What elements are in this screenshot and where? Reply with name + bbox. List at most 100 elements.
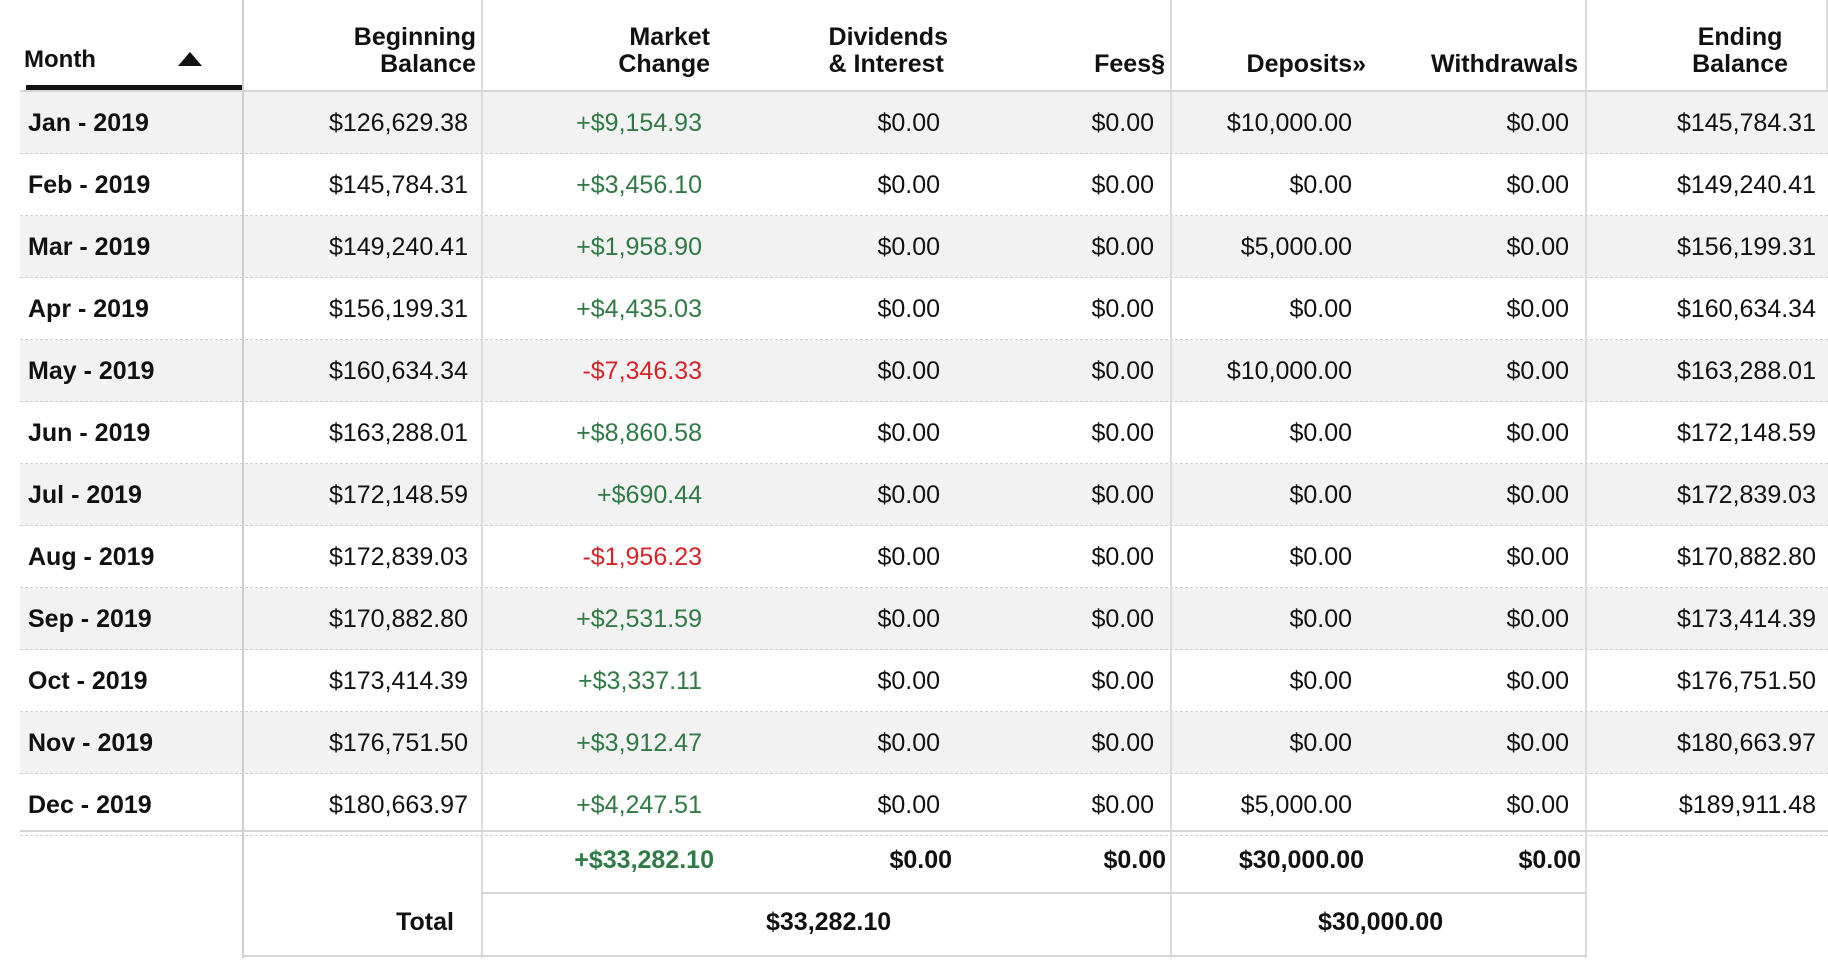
cell-dividends-interest: $0.00 xyxy=(877,357,940,385)
cell-withdrawals: $0.00 xyxy=(1506,109,1569,137)
column-header-market-change[interactable]: Market Change xyxy=(480,0,710,90)
header-label: Deposits» xyxy=(1246,50,1366,78)
cell-market-change: -$1,956.23 xyxy=(582,543,702,571)
sort-ascending-icon[interactable] xyxy=(177,52,202,66)
cell-ending-balance: $173,414.39 xyxy=(1676,605,1816,633)
cell-fees: $0.00 xyxy=(1091,171,1154,199)
cell-ending-balance: $189,911.48 xyxy=(1678,791,1816,819)
cell-fees: $0.00 xyxy=(1091,481,1154,509)
subtotal-deposits: $30,000.00 xyxy=(1238,846,1364,874)
cell-fees: $0.00 xyxy=(1091,543,1154,571)
cell-beginning-balance: $173,414.39 xyxy=(328,667,468,695)
total-investment-change: $33,282.10 xyxy=(766,908,892,936)
table-row: Nov - 2019 $176,751.50 +$3,912.47 $0.00 $0.0… xyxy=(20,712,1828,774)
column-divider xyxy=(481,0,483,958)
cell-deposits: $10,000.00 xyxy=(1226,357,1352,385)
cell-market-change: +$9,154.93 xyxy=(576,109,702,137)
cell-beginning-balance: $160,634.34 xyxy=(328,357,468,385)
column-header-deposits[interactable]: Deposits» xyxy=(1180,0,1366,90)
cell-market-change: +$8,860.58 xyxy=(576,419,702,447)
cell-ending-balance: $176,751.50 xyxy=(1676,667,1816,695)
header-line-2: & Interest xyxy=(828,50,944,78)
cell-withdrawals: $0.00 xyxy=(1506,481,1569,509)
cell-ending-balance: $172,839.03 xyxy=(1676,481,1816,509)
cell-dividends-interest: $0.00 xyxy=(877,791,940,819)
column-header-withdrawals[interactable]: Withdrawals xyxy=(1380,0,1578,90)
subtotal-fees: $0.00 xyxy=(1103,846,1166,874)
cell-dividends-interest: $0.00 xyxy=(877,543,940,571)
header-line-1: Dividends xyxy=(828,23,948,51)
cell-beginning-balance: $172,839.03 xyxy=(328,543,468,571)
cell-market-change: +$3,912.47 xyxy=(576,729,702,757)
cell-ending-balance: $172,148.59 xyxy=(1676,419,1816,447)
cell-market-change: +$3,337.11 xyxy=(578,667,702,695)
cell-fees: $0.00 xyxy=(1091,109,1154,137)
cell-ending-balance: $180,663.97 xyxy=(1676,729,1816,757)
cell-beginning-balance: $156,199.31 xyxy=(328,295,468,323)
cell-deposits: $10,000.00 xyxy=(1226,109,1352,137)
cell-month: Mar - 2019 xyxy=(28,233,151,261)
cell-withdrawals: $0.00 xyxy=(1506,295,1569,323)
table-row: Jun - 2019 $163,288.01 +$8,860.58 $0.00 $0.0… xyxy=(20,402,1828,464)
cell-market-change: -$7,346.33 xyxy=(582,357,702,385)
cell-ending-balance: $156,199.31 xyxy=(1676,233,1816,261)
cell-month: Jan - 2019 xyxy=(28,109,149,137)
cell-month: Sep - 2019 xyxy=(28,605,152,633)
cell-market-change: +$1,958.90 xyxy=(576,233,702,261)
column-header-fees[interactable]: Fees§ xyxy=(950,0,1165,90)
cell-dividends-interest: $0.00 xyxy=(877,419,940,447)
header-line-1: Ending xyxy=(1697,23,1783,51)
cell-deposits: $0.00 xyxy=(1289,605,1352,633)
column-header-month-label: Month xyxy=(24,45,96,73)
cell-withdrawals: $0.00 xyxy=(1506,605,1569,633)
total-net-deposits: $30,000.00 xyxy=(1318,908,1444,936)
header-line-2: Balance xyxy=(1692,50,1788,78)
column-divider xyxy=(1826,0,1828,90)
column-header-dividends-interest[interactable]: Dividends & Interest xyxy=(720,0,948,90)
column-header-month[interactable]: Month xyxy=(24,30,234,88)
cell-fees: $0.00 xyxy=(1091,729,1154,757)
totals-divider xyxy=(481,892,1587,894)
cell-beginning-balance: $172,148.59 xyxy=(328,481,468,509)
column-divider xyxy=(1170,0,1172,958)
cell-ending-balance: $163,288.01 xyxy=(1676,357,1816,385)
cell-month: Feb - 2019 xyxy=(28,171,151,199)
cell-month: May - 2019 xyxy=(28,357,155,385)
table-row: Dec - 2019 $180,663.97 +$4,247.51 $0.00 $0.0… xyxy=(20,774,1828,836)
cell-market-change: +$2,531.59 xyxy=(576,605,702,633)
header-bottom-border xyxy=(20,90,1828,92)
cell-deposits: $5,000.00 xyxy=(1240,791,1352,819)
cell-dividends-interest: $0.00 xyxy=(877,233,940,261)
body-bottom-border xyxy=(20,830,1828,832)
cell-fees: $0.00 xyxy=(1091,605,1154,633)
table-row: Jul - 2019 $172,148.59 +$690.44 $0.00 $0.00 $… xyxy=(20,464,1828,526)
column-header-beginning-balance[interactable]: Beginning Balance xyxy=(250,0,476,90)
cell-market-change: +$3,456.10 xyxy=(576,171,702,199)
cell-beginning-balance: $170,882.80 xyxy=(328,605,468,633)
cell-month: Oct - 2019 xyxy=(28,667,148,695)
cell-market-change: +$690.44 xyxy=(597,481,702,509)
cell-beginning-balance: $176,751.50 xyxy=(328,729,468,757)
cell-month: Aug - 2019 xyxy=(28,543,155,571)
cell-market-change: +$4,247.51 xyxy=(576,791,702,819)
table-row: Mar - 2019 $149,240.41 +$1,958.90 $0.00 $0.0… xyxy=(20,216,1828,278)
column-divider xyxy=(242,0,244,958)
cell-ending-balance: $145,784.31 xyxy=(1676,109,1816,137)
cell-withdrawals: $0.00 xyxy=(1506,171,1569,199)
cell-dividends-interest: $0.00 xyxy=(877,171,940,199)
column-header-ending-balance[interactable]: Ending Balance xyxy=(1600,0,1788,90)
subtotal-market-change: +$33,282.10 xyxy=(574,846,714,874)
cell-dividends-interest: $0.00 xyxy=(877,729,940,757)
cell-beginning-balance: $163,288.01 xyxy=(328,419,468,447)
cell-fees: $0.00 xyxy=(1091,419,1154,447)
header-line-1: Beginning xyxy=(353,23,476,51)
header-label: Withdrawals xyxy=(1430,50,1578,78)
cell-deposits: $0.00 xyxy=(1289,729,1352,757)
header-line-1: Market xyxy=(629,23,710,51)
cell-dividends-interest: $0.00 xyxy=(877,605,940,633)
active-sort-underline xyxy=(26,85,242,90)
cell-dividends-interest: $0.00 xyxy=(877,109,940,137)
cell-fees: $0.00 xyxy=(1091,295,1154,323)
cell-deposits: $5,000.00 xyxy=(1240,233,1352,261)
